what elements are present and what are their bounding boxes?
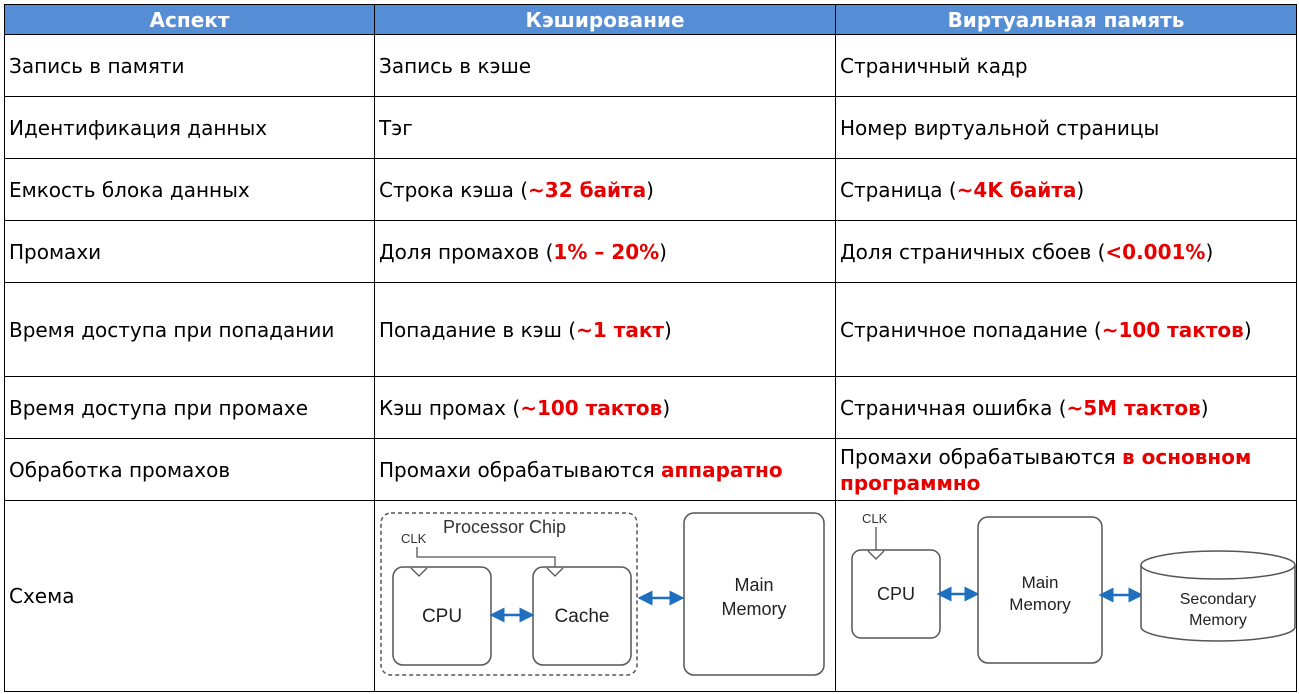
processor-chip-boundary — [380, 512, 638, 676]
clk-label: CLK — [401, 531, 427, 546]
cell-text: Попадание в кэш ( — [379, 317, 577, 342]
vm-diagram: CLK CPU Main Memory Secondary Memory — [851, 511, 1296, 664]
aspect-cell: Время доступа при промахе — [4, 376, 375, 439]
table-row: Обработка промахов Промахи обрабатываются… — [4, 438, 1297, 501]
clk-triangle-icon — [410, 567, 428, 577]
cell-text: Номер виртуальной страницы — [840, 115, 1160, 140]
cache-diagram: Processor Chip CLK CPU Cache Main Memory — [380, 512, 825, 676]
aspect-cell: Схема — [4, 500, 375, 692]
virtual-memory-cell: Страница (~4K байта) — [835, 158, 1297, 221]
highlighted-value: аппаратно — [660, 457, 783, 482]
cell-text: Доля страничных сбоев ( — [840, 239, 1106, 264]
highlighted-value: ~4K байта — [956, 177, 1077, 202]
main-memory-label: Main — [1022, 573, 1059, 592]
clk-triangle-icon — [546, 567, 564, 577]
highlighted-value: ~100 тактов — [520, 395, 663, 420]
virtual-memory-cell: Номер виртуальной страницы — [835, 96, 1297, 159]
highlighted-value: ~100 тактов — [1101, 317, 1244, 342]
virtual-memory-cell: Промахи обрабатываются в основном програ… — [835, 438, 1297, 501]
aspect-cell: Идентификация данных — [4, 96, 375, 159]
highlighted-value: ~5M тактов — [1066, 395, 1201, 420]
table-row-scheme: Схема Processor Chip CLK CPU Cache Mai — [4, 500, 1297, 692]
vm-diagram-cell: CLK CPU Main Memory Secondary Memory — [835, 500, 1297, 692]
cell-text: Строка кэша ( — [379, 177, 529, 202]
aspect-cell: Емкость блока данных — [4, 158, 375, 221]
cell-text: ) — [646, 177, 654, 202]
main-memory-label: Memory — [721, 599, 786, 619]
highlighted-value: 1% – 20% — [553, 239, 660, 264]
caching-cell: Попадание в кэш (~1 такт) — [374, 282, 836, 377]
cell-text: Страничное попадание ( — [840, 317, 1102, 342]
highlighted-value: ~1 такт — [576, 317, 664, 342]
cpu-label: CPU — [877, 584, 915, 604]
table-row: Запись в памяти Запись в кэше Страничный к… — [4, 34, 1297, 97]
caching-cell: Тэг — [374, 96, 836, 159]
clk-triangle-icon — [867, 550, 885, 560]
cell-text: Запись в кэше — [379, 53, 532, 78]
cell-text: ) — [1200, 395, 1209, 420]
cache-label: Cache — [555, 606, 610, 627]
cell-text: ) — [662, 395, 671, 420]
aspect-cell: Время доступа при попадании — [4, 282, 375, 377]
caching-cell: Запись в кэше — [374, 34, 836, 97]
cell-text: ) — [1205, 239, 1214, 264]
main-memory-box — [683, 512, 825, 676]
cell-text: Доля промахов ( — [379, 239, 554, 264]
header-aspect: Аспект — [4, 4, 375, 35]
secondary-memory-cylinder — [1140, 565, 1296, 642]
aspect-cell: Запись в памяти — [4, 34, 375, 97]
table-row: Время доступа при промахе Кэш промах (~10… — [4, 376, 1297, 439]
cell-text: ) — [1243, 317, 1252, 342]
table-row: Промахи Доля промахов (1% – 20%) Доля стра… — [4, 220, 1297, 283]
cell-text: Промахи обрабатываются — [379, 457, 661, 482]
table-row: Время доступа при попадании Попадание в к… — [4, 282, 1297, 377]
table-row: Емкость блока данных Строка кэша (~32 бай… — [4, 158, 1297, 221]
processor-chip-label: Processor Chip — [443, 517, 566, 537]
cell-text: ) — [659, 239, 667, 264]
caching-cell: Строка кэша (~32 байта) — [374, 158, 836, 221]
highlighted-value: в основном программно — [840, 444, 1252, 495]
cell-text: ) — [1076, 177, 1085, 202]
main-memory-label: Memory — [1009, 595, 1071, 614]
cache-diagram-cell: Processor Chip CLK CPU Cache Main Memory — [374, 500, 836, 692]
header-row: Аспект Кэширование Виртуальная память — [4, 4, 1297, 35]
cell-text: Промахи обрабатываются — [840, 444, 1122, 469]
cell-text: Страничная ошибка ( — [840, 395, 1067, 420]
comparison-table: Аспект Кэширование Виртуальная память За… — [4, 4, 1297, 692]
caching-cell: Кэш промах (~100 тактов) — [374, 376, 836, 439]
highlighted-value: ~32 байта — [528, 177, 647, 202]
secondary-memory-cylinder-top — [1140, 550, 1296, 580]
caching-cell: Доля промахов (1% – 20%) — [374, 220, 836, 283]
cell-text: Страница ( — [840, 177, 957, 202]
clk-label: CLK — [862, 511, 888, 526]
secondary-memory-label: Secondary — [1180, 591, 1257, 608]
caching-cell: Промахи обрабатываются аппаратно — [374, 438, 836, 501]
header-virtual-memory: Виртуальная память — [835, 4, 1297, 35]
cell-text: ) — [663, 317, 672, 342]
table-row: Идентификация данных Тэг Номер виртуальной… — [4, 96, 1297, 159]
highlighted-value: <0.001% — [1105, 239, 1206, 264]
cell-text: Кэш промах ( — [379, 395, 521, 420]
virtual-memory-cell: Доля страничных сбоев (<0.001%) — [835, 220, 1297, 283]
cell-text: Тэг — [379, 115, 413, 140]
virtual-memory-cell: Страничный кадр — [835, 34, 1297, 97]
header-caching: Кэширование — [374, 4, 836, 35]
cell-text: Страничный кадр — [840, 53, 1028, 78]
main-memory-label: Main — [734, 575, 773, 595]
secondary-memory-label: Memory — [1189, 612, 1247, 629]
aspect-cell: Промахи — [4, 220, 375, 283]
clk-line — [416, 547, 556, 569]
virtual-memory-cell: Страничное попадание (~100 тактов) — [835, 282, 1297, 377]
cpu-label: CPU — [422, 606, 462, 627]
aspect-cell: Обработка промахов — [4, 438, 375, 501]
virtual-memory-cell: Страничная ошибка (~5M тактов) — [835, 376, 1297, 439]
